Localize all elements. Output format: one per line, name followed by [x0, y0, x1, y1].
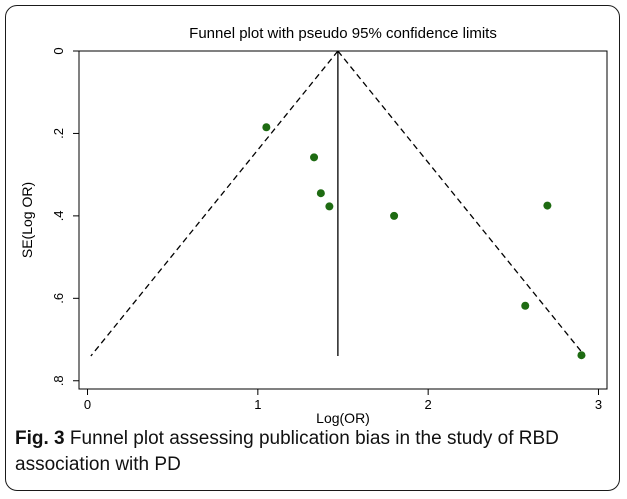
study-point — [325, 202, 334, 211]
y-tick-label: .4 — [51, 210, 66, 221]
lower-confidence-limit — [90, 50, 339, 357]
study-point — [310, 153, 319, 162]
study-point — [577, 351, 586, 360]
figure-card — [5, 5, 620, 491]
y-tick-label: .2 — [51, 128, 66, 139]
study-point — [521, 301, 530, 310]
funnel-plot: Funnel plot with pseudo 95% confidence l… — [19, 25, 608, 426]
x-axis: 0 1 2 3 — [84, 389, 602, 412]
caption-label: Fig. 3 — [15, 428, 65, 449]
study-point — [316, 189, 325, 198]
y-axis: 0 .2 .4 .6 .8 — [51, 47, 79, 386]
study-point — [543, 201, 552, 210]
x-tick-label: 1 — [254, 397, 261, 412]
figure-caption: Fig. 3 Funnel plot assessing publication… — [15, 426, 605, 478]
y-axis-label: SE(Log OR) — [19, 182, 35, 258]
chart-title: Funnel plot with pseudo 95% confidence l… — [189, 25, 497, 42]
x-tick-label: 2 — [425, 397, 432, 412]
study-point — [262, 123, 271, 132]
upper-confidence-limit — [337, 50, 586, 357]
x-axis-label: Log(OR) — [316, 410, 370, 426]
y-tick-label: 0 — [51, 47, 66, 54]
y-tick-label: .6 — [51, 293, 66, 304]
x-tick-label: 0 — [84, 397, 91, 412]
y-tick-label: .8 — [51, 375, 66, 386]
caption-text: Funnel plot assessing publication bias i… — [15, 428, 559, 475]
data-points — [262, 123, 586, 360]
x-tick-label: 3 — [595, 397, 602, 412]
study-point — [390, 211, 399, 220]
plot-frame — [78, 50, 608, 390]
funnel-lines — [90, 50, 586, 357]
